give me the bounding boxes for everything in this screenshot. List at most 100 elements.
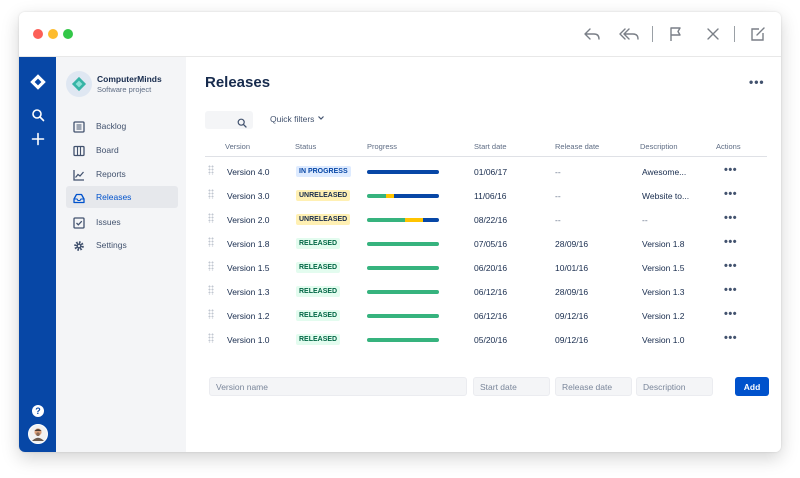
drag-handle-icon[interactable] [208,165,214,175]
sidebar-item-reports[interactable]: Reports [66,163,178,185]
version-link[interactable]: Version 1.2 [227,311,270,321]
table-row[interactable]: Version 1.8 RELEASED 07/05/16 28/09/16 Versi… [205,231,767,255]
jira-logo-icon[interactable] [27,71,48,92]
drag-handle-icon[interactable] [208,213,214,223]
more-actions-button[interactable]: ••• [749,75,765,89]
table-row[interactable]: Version 1.2 RELEASED 06/12/16 09/12/16 Versi… [205,303,767,327]
progress-todo-segment [367,170,439,174]
progress-in-progress-segment [386,194,395,198]
version-link[interactable]: Version 1.0 [227,335,270,345]
drag-handle-icon[interactable] [208,285,214,295]
sidebar-item-settings[interactable]: Settings [66,234,178,256]
column-header-release-date[interactable]: Release date [555,142,600,151]
row-actions-button[interactable]: ••• [724,236,738,248]
drag-handle-icon[interactable] [208,189,214,199]
window-zoom-button[interactable] [63,29,73,39]
description: Version 1.8 [642,239,685,249]
release-date: 28/09/16 [555,239,589,249]
app-window: ? ComputerMinds Software project Backlog… [19,12,781,452]
table-row[interactable]: Version 3.0 UNRELEASED 11/06/16 -- Website t… [205,183,767,207]
start-date: 06/12/16 [474,287,508,297]
row-actions-button[interactable]: ••• [724,332,738,344]
window-minimize-button[interactable] [48,29,58,39]
start-date-input[interactable] [473,377,550,396]
flag-icon[interactable] [666,24,686,44]
chevron-down-icon [317,114,325,124]
version-name-input[interactable] [209,377,467,396]
release-date-input[interactable] [555,377,632,396]
start-date: 08/22/16 [474,215,508,225]
search-icon[interactable] [27,104,48,125]
compose-icon[interactable] [748,24,768,44]
table-row[interactable]: Version 4.0 IN PROGRESS 01/06/17 -- Awesome.… [205,159,767,183]
drag-handle-icon[interactable] [208,261,214,271]
release-date: 10/01/16 [555,263,589,273]
add-version-button[interactable]: Add [735,377,769,396]
release-date: 28/09/16 [555,287,589,297]
version-link[interactable]: Version 4.0 [227,167,270,177]
progress-todo-segment [423,218,439,222]
project-name: ComputerMinds [97,74,162,84]
version-link[interactable]: Version 2.0 [227,215,270,225]
issues-icon [73,216,85,229]
progress-bar [367,170,439,174]
window-close-button[interactable] [33,29,43,39]
toolbar-divider [652,26,653,42]
row-actions-button[interactable]: ••• [724,284,738,296]
drag-handle-icon[interactable] [208,333,214,343]
row-actions-button[interactable]: ••• [724,308,738,320]
start-date: 07/05/16 [474,239,508,249]
description-input[interactable] [636,377,713,396]
quick-filters-dropdown[interactable]: Quick filters [270,114,325,124]
reply-all-icon[interactable] [617,24,641,44]
table-row[interactable]: Version 1.5 RELEASED 06/20/16 10/01/16 Versi… [205,255,767,279]
reply-icon[interactable] [582,24,602,44]
sidebar-item-releases[interactable]: Releases [66,186,178,208]
column-header-version[interactable]: Version [225,142,251,151]
sidebar-item-issues[interactable]: Issues [66,211,178,233]
table-row[interactable]: Version 2.0 UNRELEASED 08/22/16 -- -- ••• [205,207,767,231]
progress-done-segment [367,266,439,270]
progress-done-segment [367,242,439,246]
column-header-description[interactable]: Description [640,142,678,151]
release-date: -- [555,191,561,201]
row-actions-button[interactable]: ••• [724,164,738,176]
description: Version 1.5 [642,263,685,273]
help-glyph: ? [35,406,41,416]
version-link[interactable]: Version 3.0 [227,191,270,201]
version-link[interactable]: Version 1.8 [227,239,270,249]
project-header[interactable]: ComputerMinds Software project [66,71,184,101]
start-date: 01/06/17 [474,167,508,177]
progress-bar [367,218,439,222]
help-icon[interactable]: ? [27,400,48,421]
column-header-status[interactable]: Status [295,142,317,151]
status-lozenge: IN PROGRESS [296,166,351,177]
version-link[interactable]: Version 1.5 [227,263,270,273]
progress-done-segment [367,218,406,222]
status-lozenge: RELEASED [296,262,341,273]
version-link[interactable]: Version 1.3 [227,287,270,297]
settings-icon [73,239,85,251]
row-actions-button[interactable]: ••• [724,260,738,272]
description: -- [642,215,648,225]
column-header-progress[interactable]: Progress [367,142,398,151]
status-lozenge: RELEASED [296,238,341,249]
drag-handle-icon[interactable] [208,309,214,319]
table-row[interactable]: Version 1.3 RELEASED 06/12/16 28/09/16 Versi… [205,279,767,303]
release-date: 09/12/16 [555,335,589,345]
column-header-start-date[interactable]: Start date [474,142,507,151]
table-row[interactable]: Version 1.0 RELEASED 05/20/16 09/12/16 Versi… [205,327,767,351]
drag-handle-icon[interactable] [208,237,214,247]
start-date: 06/12/16 [474,311,508,321]
close-icon[interactable] [703,24,723,44]
user-avatar[interactable] [27,423,48,444]
sidebar-item-backlog[interactable]: Backlog [66,115,178,137]
create-icon[interactable] [27,128,48,149]
progress-bar [367,338,439,342]
releases-icon [73,191,85,204]
search-input[interactable] [205,111,253,129]
progress-bar [367,266,439,270]
sidebar-item-board[interactable]: Board [66,139,178,161]
row-actions-button[interactable]: ••• [724,188,738,200]
row-actions-button[interactable]: ••• [724,212,738,224]
